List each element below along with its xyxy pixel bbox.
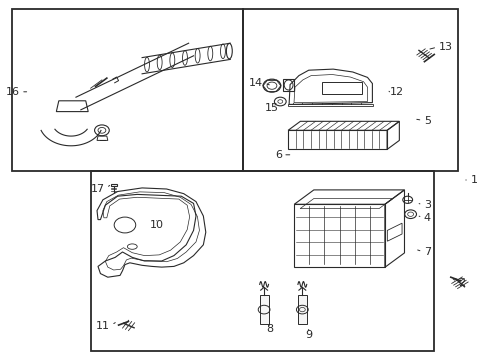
Text: 4: 4 (424, 213, 431, 223)
Text: 17: 17 (91, 184, 105, 194)
Text: 12: 12 (390, 87, 404, 97)
Polygon shape (298, 295, 307, 324)
Text: 5: 5 (424, 116, 431, 126)
Text: 2: 2 (458, 278, 466, 288)
Bar (243, 9, 458, 171)
Text: 9: 9 (305, 330, 312, 340)
Bar (12, 9, 243, 171)
Text: 11: 11 (96, 321, 110, 331)
Text: 10: 10 (150, 220, 164, 230)
Text: 14: 14 (249, 78, 263, 88)
Text: 16: 16 (5, 87, 20, 97)
Text: 3: 3 (424, 200, 431, 210)
Text: 1: 1 (470, 175, 477, 185)
Polygon shape (260, 295, 269, 324)
Text: 6: 6 (275, 150, 282, 160)
Text: 13: 13 (439, 42, 453, 52)
Text: 7: 7 (424, 247, 431, 257)
Text: 8: 8 (266, 324, 273, 334)
Text: 15: 15 (265, 103, 279, 113)
Bar (91, 171, 434, 351)
